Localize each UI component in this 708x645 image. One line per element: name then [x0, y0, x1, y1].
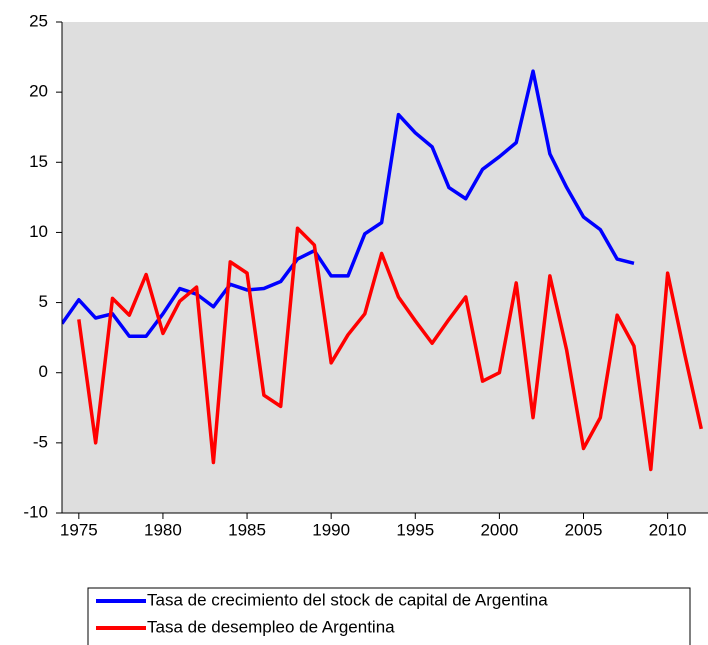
x-tick-label: 1985: [228, 520, 266, 539]
legend-label: Tasa de desempleo de Argentina: [147, 617, 395, 636]
plot-area: [62, 22, 708, 513]
y-tick-label: 20: [29, 82, 48, 101]
x-tick-label: 2010: [649, 520, 687, 539]
x-tick-label: 1995: [396, 520, 434, 539]
x-tick-label: 1990: [312, 520, 350, 539]
y-tick-label: 25: [29, 11, 48, 30]
y-tick-label: -5: [33, 432, 48, 451]
x-tick-label: 2000: [480, 520, 518, 539]
y-tick-label: -10: [23, 502, 48, 521]
x-tick-label: 2005: [565, 520, 603, 539]
data-line: [77, 226, 703, 472]
y-tick-label: 15: [29, 152, 48, 171]
y-tick-label: 0: [39, 362, 48, 381]
x-tick-label: 1980: [144, 520, 182, 539]
y-tick-label: 10: [29, 222, 48, 241]
x-tick-label: 1975: [60, 520, 98, 539]
legend: [87, 587, 691, 645]
legend-label: Tasa de crecimiento del stock de capital…: [147, 590, 548, 609]
data-line: [62, 69, 635, 338]
y-tick-label: 5: [39, 292, 48, 311]
